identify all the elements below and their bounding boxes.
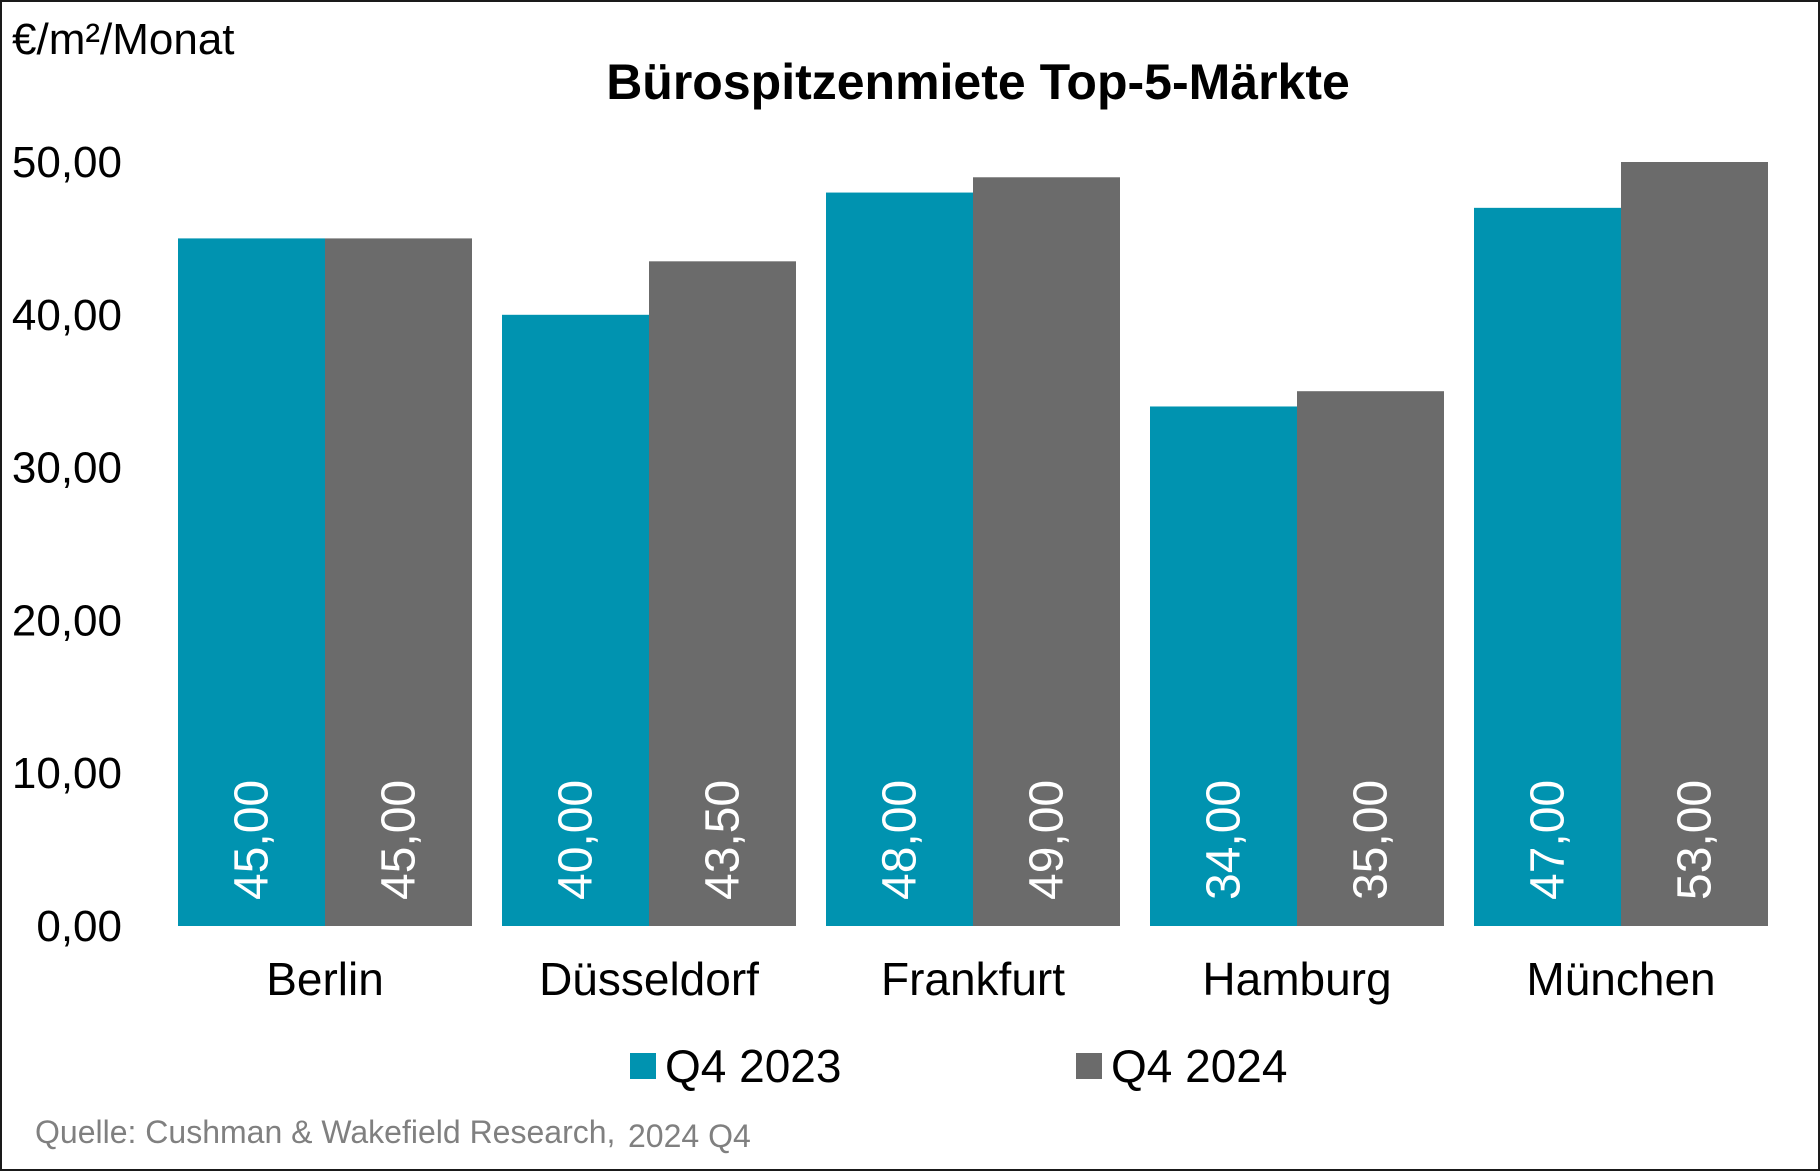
y-tick-label: 50,00 bbox=[12, 138, 122, 187]
bar-value-label: 45,00 bbox=[226, 780, 279, 900]
source-note: Quelle: Cushman & Wakefield Research, bbox=[35, 1114, 615, 1150]
bar-value-label: 45,00 bbox=[373, 780, 426, 900]
chart-title: Bürospitzenmiete Top-5-Märkte bbox=[606, 54, 1350, 110]
bar-q4-2023-0 bbox=[178, 238, 325, 926]
legend-item: Q4 2024 bbox=[1076, 1040, 1287, 1092]
x-tick-label: Berlin bbox=[266, 953, 384, 1005]
bar-q4-2024-4 bbox=[1621, 162, 1768, 926]
bar-value-label: 34,00 bbox=[1198, 780, 1251, 900]
y-tick-label: 30,00 bbox=[12, 444, 122, 493]
x-tick-label: Frankfurt bbox=[881, 953, 1065, 1005]
y-axis: 0,00 10,00 20,00 30,00 40,00 50,00 bbox=[12, 138, 122, 951]
legend: Q4 2023 Q4 2024 bbox=[630, 1040, 1287, 1092]
bar-value-label: 35,00 bbox=[1345, 780, 1398, 900]
x-axis: Berlin Düsseldorf Frankfurt Hamburg München bbox=[266, 953, 1715, 1005]
bar-q4-2024-1 bbox=[649, 261, 796, 926]
bar-value-label: 48,00 bbox=[874, 780, 927, 900]
legend-item: Q4 2023 bbox=[630, 1040, 841, 1092]
bar-value-label: 47,00 bbox=[1522, 780, 1575, 900]
y-tick-label: 20,00 bbox=[12, 596, 122, 645]
bar-value-label: 43,50 bbox=[697, 780, 750, 900]
legend-swatch bbox=[1076, 1053, 1102, 1079]
bar-value-label: 40,00 bbox=[550, 780, 603, 900]
legend-label: Q4 2023 bbox=[665, 1040, 841, 1092]
legend-swatch bbox=[630, 1053, 656, 1079]
bar-q4-2023-1 bbox=[502, 314, 649, 926]
bar-q4-2023-2 bbox=[826, 192, 973, 926]
bars bbox=[178, 162, 1768, 927]
bar-value-label: 49,00 bbox=[1021, 780, 1074, 900]
x-tick-label: München bbox=[1526, 953, 1715, 1005]
unit-label: €/m²/Monat bbox=[12, 15, 235, 64]
bar-q4-2023-3 bbox=[1150, 406, 1297, 927]
bar-q4-2024-2 bbox=[973, 177, 1120, 926]
x-tick-label: Düsseldorf bbox=[539, 953, 759, 1005]
bar-q4-2024-3 bbox=[1297, 391, 1444, 926]
bar-q4-2024-0 bbox=[325, 238, 472, 926]
y-tick-label: 0,00 bbox=[36, 902, 122, 951]
bar-value-label: 53,00 bbox=[1669, 780, 1722, 900]
bar-labels: 45,00 45,00 40,00 43,50 48,00 49,00 34,00 35,00… bbox=[226, 780, 1722, 900]
y-tick-label: 40,00 bbox=[12, 291, 122, 340]
source-period: 2024 Q4 bbox=[628, 1118, 751, 1154]
legend-label: Q4 2024 bbox=[1111, 1040, 1287, 1092]
y-tick-label: 10,00 bbox=[12, 749, 122, 798]
x-tick-label: Hamburg bbox=[1202, 953, 1391, 1005]
bar-q4-2023-4 bbox=[1474, 207, 1621, 927]
